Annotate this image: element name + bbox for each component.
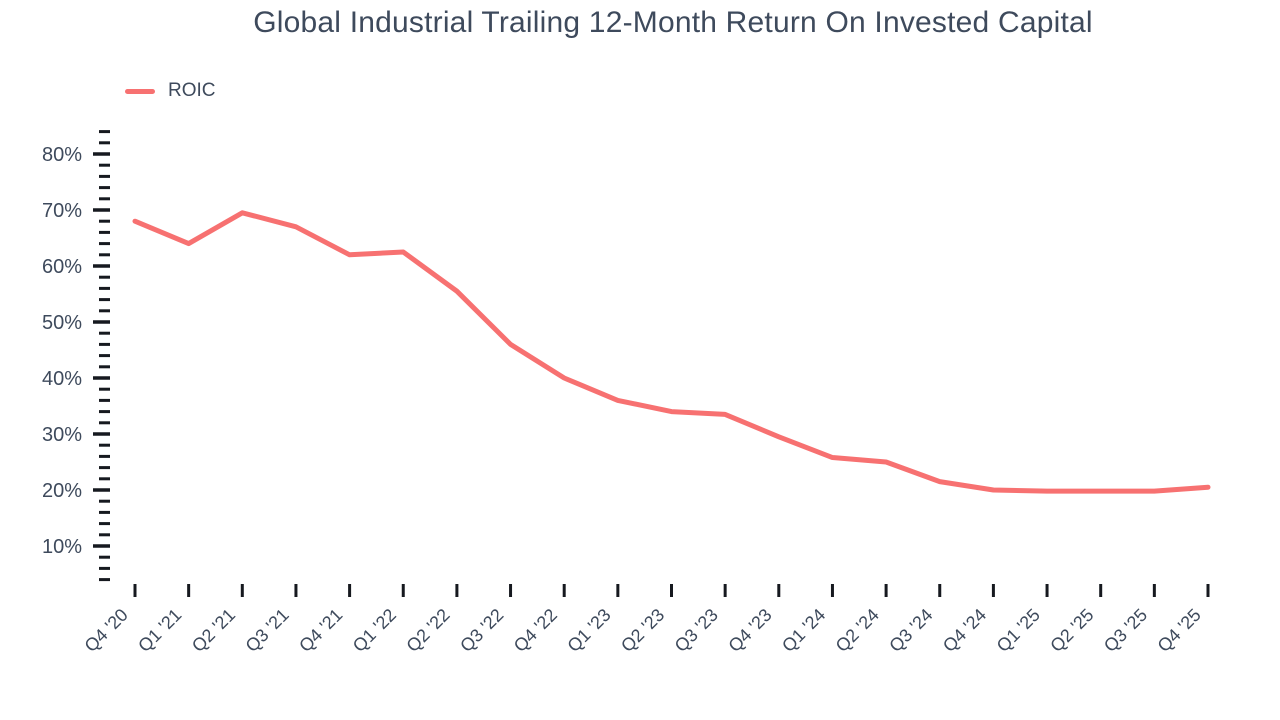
x-axis-tick-label: Q3 '24 [885,605,936,656]
x-axis-tick-label: Q3 '25 [1100,605,1151,656]
y-axis-tick-label: 20% [42,480,82,502]
x-axis-tick-label: Q4 '22 [510,605,561,656]
x-axis-tick-label: Q1 '21 [134,605,185,656]
legend-label: ROIC [168,80,216,101]
x-axis-tick-label: Q4 '23 [724,605,775,656]
y-axis-tick-label: 40% [42,368,82,390]
y-axis-tick-label: 50% [42,312,82,334]
x-axis-tick-label: Q2 '25 [1046,605,1097,656]
x-axis-tick-label: Q3 '23 [671,605,722,656]
x-axis-tick-label: Q4 '21 [295,605,346,656]
x-axis-tick-label: Q1 '22 [349,605,400,656]
y-axis-tick-label: 80% [42,144,82,166]
y-axis-tick-label: 60% [42,256,82,278]
x-axis-tick-label: Q1 '23 [563,605,614,656]
x-axis-tick-label: Q1 '25 [993,605,1044,656]
legend-line-swatch [125,88,155,94]
x-axis-tick-label: Q4 '25 [1154,605,1205,656]
roic-series-line [132,210,1211,494]
x-axis-tick-label: Q2 '23 [617,605,668,656]
x-axis-tick-label: Q2 '21 [188,605,239,656]
x-axis-tick-label: Q3 '21 [242,605,293,656]
y-axis-tick-label: 30% [42,424,82,446]
x-axis-tick-label: Q1 '24 [778,605,829,656]
y-axis-tick-label: 10% [42,536,82,558]
legend: ROIC [125,80,216,102]
x-axis-tick-label: Q4 '20 [81,605,132,656]
y-axis-tick-label: 70% [42,200,82,222]
chart-title: Global Industrial Trailing 12-Month Retu… [253,6,1093,39]
x-axis-tick-label: Q4 '24 [939,605,990,656]
x-axis-tick-label: Q2 '22 [402,605,453,656]
x-axis-tick-label: Q2 '24 [832,605,883,656]
x-axis-tick-label: Q3 '22 [456,605,507,656]
